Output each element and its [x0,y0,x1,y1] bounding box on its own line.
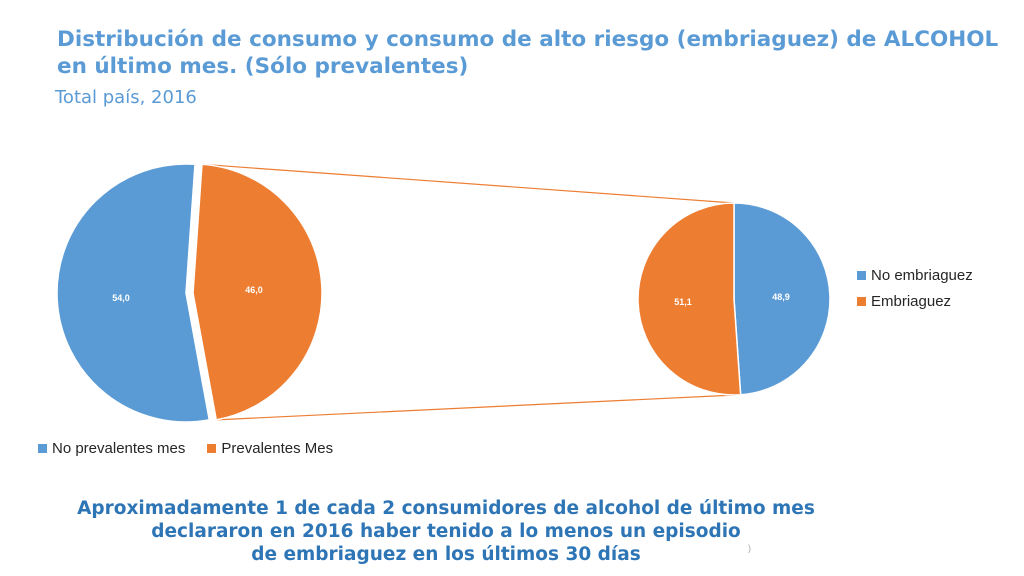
conclusion-line-3: de embriaguez en los últimos 30 días [251,544,641,565]
connector-line-bottom [216,394,741,421]
title-line-2: en último mes. (Sólo prevalentes) [57,54,469,79]
right-pie-slice-orange [637,202,742,396]
left-pie [56,163,323,423]
conclusion-line-2: declararon en 2016 haber tenido a lo men… [151,521,741,542]
data-label-left-orange: 46,0 [245,285,263,295]
legend-swatch-blue [38,444,47,453]
right-pie-slice-blue [733,202,831,396]
connector-line-top [201,163,735,204]
legend-item-no-prevalentes: No prevalentes mes [38,440,185,457]
legend-item-embriaguez: Embriaguez [857,293,973,310]
left-pie-slice-orange [192,163,323,421]
legend-right: No embriaguez Embriaguez [857,267,973,319]
conclusion-line-1: Aproximadamente 1 de cada 2 consumidores… [77,498,815,519]
data-label-right-orange: 51,1 [674,297,692,307]
page-subtitle: Total país, 2016 [55,87,197,108]
right-pie [637,202,831,396]
legend-label: No prevalentes mes [52,440,186,457]
title-line-1: Distribución de consumo y consumo de alt… [57,27,999,52]
legend-swatch-orange [857,297,866,306]
legend-label: Prevalentes Mes [221,440,334,457]
legend-item-no-embriaguez: No embriaguez [857,267,973,284]
page-title: Distribución de consumo y consumo de alt… [57,26,1007,80]
legend-swatch-blue [857,271,866,280]
legend-label: No embriaguez [871,267,973,284]
legend-left: No prevalentes mes Prevalentes Mes [38,440,333,457]
legend-swatch-orange [207,444,217,453]
conclusion-text: Aproximadamente 1 de cada 2 consumidores… [40,497,852,566]
data-label-right-blue: 48,9 [772,292,790,302]
legend-item-prevalentes: Prevalentes Mes [207,440,333,457]
left-pie-slice-blue [56,163,211,423]
data-label-left-blue: 54,0 [112,293,130,303]
legend-label: Embriaguez [871,293,952,310]
slide-marker: ) [748,543,751,553]
